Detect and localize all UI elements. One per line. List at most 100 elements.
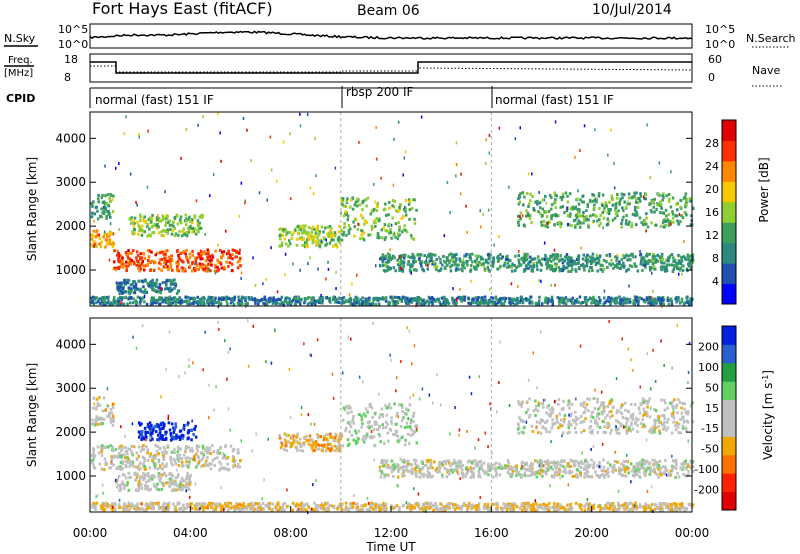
echo-cell <box>552 213 555 217</box>
echo-cell <box>309 256 311 260</box>
echo-cell <box>177 233 180 237</box>
echo-cell <box>652 469 656 473</box>
echo-cell <box>394 209 398 213</box>
echo-cell <box>149 438 152 442</box>
echo-cell <box>627 267 630 271</box>
echo-cell <box>314 136 316 140</box>
echo-cell <box>256 302 260 306</box>
echo-cell <box>220 250 224 254</box>
echo-cell <box>591 256 595 260</box>
echo-cell <box>401 405 404 409</box>
echo-cell <box>581 301 584 304</box>
echo-cell <box>527 474 530 478</box>
echo-cell <box>357 429 361 433</box>
echo-cell <box>297 297 300 301</box>
power-echoes <box>90 112 695 309</box>
echo-cell <box>515 464 518 468</box>
echo-cell <box>191 302 195 305</box>
echo-cell <box>182 434 185 438</box>
echo-cell <box>674 214 677 218</box>
echo-cell <box>173 282 176 286</box>
echo-cell <box>142 462 145 466</box>
echo-cell <box>212 299 215 303</box>
echo-cell <box>118 265 121 269</box>
echo-cell <box>475 301 478 305</box>
echo-cell <box>184 449 187 452</box>
echo-cell <box>545 298 548 302</box>
echo-cell <box>459 465 463 469</box>
colorbar-swatch <box>722 242 736 264</box>
echo-cell <box>162 250 165 254</box>
echo-cell <box>211 444 214 448</box>
echo-cell <box>638 461 641 465</box>
echo-cell <box>691 460 694 464</box>
echo-cell <box>156 301 159 304</box>
echo-cell <box>523 471 527 475</box>
echo-cell <box>400 262 403 266</box>
echo-cell <box>219 466 223 470</box>
echo-cell <box>679 262 683 266</box>
echo-cell <box>137 480 141 484</box>
echo-cell <box>119 289 123 293</box>
echo-cell <box>517 254 520 258</box>
echo-cell <box>287 244 290 248</box>
echo-cell <box>197 230 200 234</box>
echo-cell <box>569 464 572 468</box>
echo-cell <box>615 257 619 260</box>
echo-cell <box>107 232 110 236</box>
echo-cell <box>337 449 341 453</box>
echo-cell <box>592 301 596 305</box>
echo-cell <box>337 301 341 304</box>
echo-cell <box>550 207 553 211</box>
echo-cell <box>552 474 555 478</box>
echo-cell <box>669 205 673 209</box>
echo-cell <box>342 230 346 234</box>
echo-cell <box>608 210 611 214</box>
echo-cell <box>265 302 269 306</box>
echo-cell <box>444 462 448 466</box>
echo-cell <box>534 200 538 204</box>
echo-cell <box>132 219 135 223</box>
echo-cell <box>576 197 579 201</box>
echo-cell <box>148 284 151 288</box>
echo-cell <box>478 460 481 464</box>
echo-cell <box>564 255 567 259</box>
echo-cell <box>673 398 676 402</box>
echo-cell <box>590 301 593 305</box>
echo-cell <box>596 269 599 273</box>
echo-cell <box>674 297 677 301</box>
echo-cell <box>176 445 180 449</box>
echo-cell <box>462 473 465 476</box>
echo-cell <box>658 431 662 435</box>
echo-cell <box>680 214 683 218</box>
echo-cell <box>589 475 592 479</box>
echo-cell <box>176 268 179 272</box>
echo-cell <box>636 296 640 300</box>
echo-cell <box>313 299 317 303</box>
echo-cell <box>615 255 619 259</box>
echo-cell <box>110 411 114 415</box>
echo-cell <box>130 221 133 225</box>
echo-cell <box>622 296 625 300</box>
echo-cell <box>407 432 410 436</box>
echo-cell <box>167 421 171 425</box>
echo-cell <box>502 264 506 268</box>
echo-cell <box>558 470 562 473</box>
echo-cell <box>104 245 107 249</box>
echo-cell <box>147 479 151 483</box>
echo-cell <box>398 206 401 209</box>
echo-cell <box>455 141 458 145</box>
echo-cell <box>483 267 487 271</box>
echo-cell <box>155 487 158 491</box>
echo-cell <box>166 444 170 448</box>
echo-cell <box>138 288 141 292</box>
echo-cell <box>687 264 691 268</box>
nave-trace <box>90 65 693 73</box>
echo-cell <box>595 261 599 265</box>
echo-cell <box>465 252 468 256</box>
echo-cell <box>104 238 108 242</box>
echo-cell <box>609 208 612 212</box>
echo-cell <box>278 227 281 231</box>
echo-cell <box>408 217 411 221</box>
echo-cell <box>94 418 97 422</box>
